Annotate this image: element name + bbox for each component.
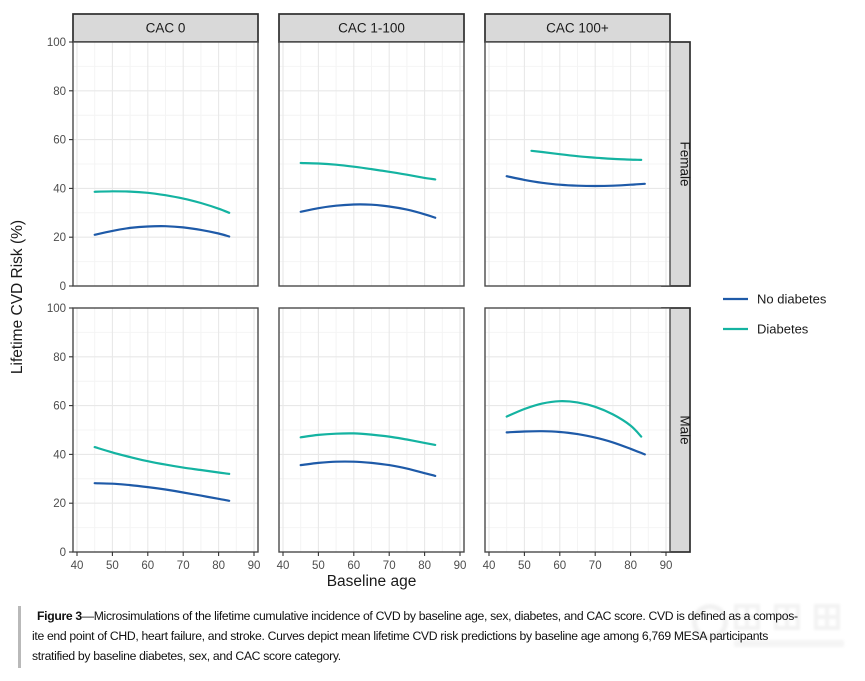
facet-strip-top	[72, 13, 259, 43]
risk-curve-no-diabetes	[299, 460, 437, 477]
x-tick-label: 40	[483, 560, 496, 572]
y-tick-label: 100	[47, 303, 66, 315]
risk-curve-diabetes	[299, 432, 437, 446]
risk-curve-no-diabetes	[505, 430, 646, 456]
x-tick-label: 70	[383, 560, 396, 572]
facet-strip-label: Female	[678, 141, 693, 186]
x-tick-label: 90	[248, 560, 261, 572]
caption-divider	[18, 606, 21, 668]
y-tick-label: 40	[53, 449, 66, 461]
figure-caption: Figure 3—Microsimulations of the lifetim…	[18, 606, 854, 668]
risk-curve-diabetes	[530, 149, 643, 161]
y-tick-label: 0	[60, 547, 66, 559]
risk-curve-diabetes	[505, 400, 643, 438]
panel-border	[484, 307, 671, 553]
y-tick-label: 0	[60, 281, 66, 293]
x-tick-label: 40	[71, 560, 84, 572]
facet-strip-label: CAC 100+	[546, 21, 609, 36]
risk-curve-no-diabetes	[93, 225, 231, 238]
risk-curve-no-diabetes	[299, 203, 437, 219]
caption-line1-text: —Microsimulations of the lifetime cumula…	[81, 609, 798, 623]
caption-text: Figure 3—Microsimulations of the lifetim…	[32, 606, 798, 668]
x-tick-label: 80	[418, 560, 431, 572]
x-tick-label: 70	[589, 560, 602, 572]
facet-strip-label: Male	[678, 415, 693, 444]
caption-figure-label: Figure 3	[37, 609, 82, 623]
cvd-risk-chart: CAC 0 CAC 1-100 CAC 100+ Female Male 0 20 40 60 8…	[9, 13, 827, 590]
x-tick-label: 80	[624, 560, 637, 572]
chart-svg: CAC 0 CAC 1-100 CAC 100+ Female Male 0 20 40 60 8…	[9, 13, 827, 590]
risk-curve-no-diabetes	[93, 482, 231, 502]
panel-border	[278, 307, 465, 553]
x-tick-label: 60	[141, 560, 154, 572]
risk-curve-diabetes	[299, 161, 437, 181]
x-tick-label: 50	[312, 560, 325, 572]
x-tick-label: 50	[518, 560, 531, 572]
y-tick-label: 100	[47, 37, 66, 49]
x-tick-label: 90	[454, 560, 467, 572]
x-tick-label: 90	[660, 560, 673, 572]
risk-curve-diabetes	[93, 190, 231, 214]
y-tick-label: 40	[53, 183, 66, 195]
y-tick-label: 80	[53, 352, 66, 364]
panel-border	[72, 307, 259, 553]
risk-curve-diabetes	[93, 446, 231, 475]
y-tick-label: 20	[53, 232, 66, 244]
panel-border	[278, 41, 465, 287]
panel-border	[72, 41, 259, 287]
y-axis-title: Lifetime CVD Risk (%)	[9, 220, 26, 374]
y-tick-label: 60	[53, 135, 66, 147]
x-tick-label: 40	[277, 560, 290, 572]
legend-label: No diabetes	[757, 292, 827, 307]
x-tick-label: 50	[106, 560, 119, 572]
y-tick-label: 60	[53, 401, 66, 413]
facet-strip-label: CAC 0	[146, 21, 186, 36]
panel-border	[484, 41, 671, 287]
x-tick-label: 70	[177, 560, 190, 572]
caption-line: stratified by baseline diabetes, sex, an…	[32, 649, 341, 663]
legend-label: Diabetes	[757, 322, 809, 337]
y-tick-label: 80	[53, 86, 66, 98]
x-tick-label: 60	[347, 560, 360, 572]
risk-curve-no-diabetes	[505, 175, 646, 188]
x-axis-title: Baseline age	[327, 573, 417, 590]
caption-line: ite end point of CHD, heart failure, and…	[32, 629, 768, 643]
x-tick-label: 60	[553, 560, 566, 572]
facet-strip-label: CAC 1-100	[338, 21, 405, 36]
y-tick-label: 20	[53, 498, 66, 510]
caption-line: Figure 3—Microsimulations of the lifetim…	[32, 606, 798, 626]
x-tick-label: 80	[212, 560, 225, 572]
